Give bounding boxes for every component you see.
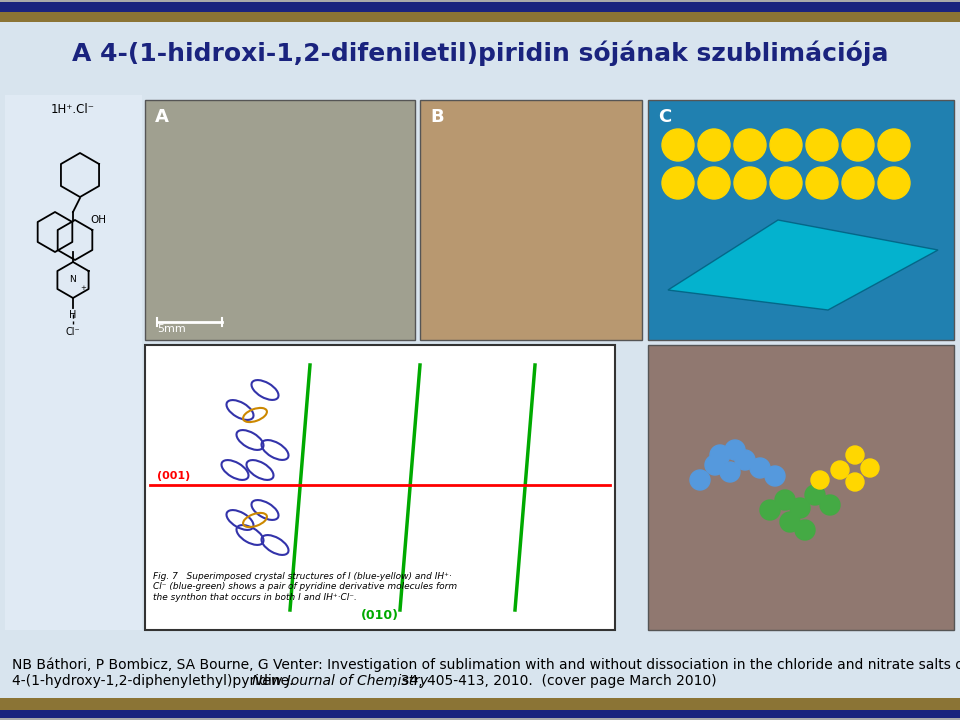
Text: OH: OH <box>90 215 106 225</box>
Circle shape <box>811 471 829 489</box>
Text: (010): (010) <box>361 609 399 622</box>
Circle shape <box>846 446 864 464</box>
Text: New Journal of Chemistry: New Journal of Chemistry <box>252 674 428 688</box>
Bar <box>648 345 954 630</box>
Bar <box>0 0 960 12</box>
Text: N: N <box>70 276 77 284</box>
Text: A: A <box>155 108 169 126</box>
Circle shape <box>770 129 802 161</box>
Bar <box>420 100 642 340</box>
Circle shape <box>842 129 874 161</box>
Text: A 4-(1-hidroxi-1,2-difeniletil)piridin sójának szublimációja: A 4-(1-hidroxi-1,2-difeniletil)piridin s… <box>72 40 888 66</box>
Circle shape <box>878 167 910 199</box>
Circle shape <box>710 445 730 465</box>
Bar <box>0 710 960 720</box>
Circle shape <box>760 500 780 520</box>
Bar <box>0 12 960 22</box>
Circle shape <box>720 462 740 482</box>
Text: Fig. 7   Superimposed crystal structures of I (blue-yellow) and IH⁺·
Cl⁻ (blue-g: Fig. 7 Superimposed crystal structures o… <box>153 572 457 602</box>
Circle shape <box>662 167 694 199</box>
Text: , 34, 405-413, 2010.  (cover page March 2010): , 34, 405-413, 2010. (cover page March 2… <box>393 674 717 688</box>
Circle shape <box>734 129 766 161</box>
Text: C: C <box>658 108 671 126</box>
Bar <box>145 100 415 340</box>
Circle shape <box>842 167 874 199</box>
Circle shape <box>795 520 815 540</box>
Bar <box>0 698 960 710</box>
Text: 5mm: 5mm <box>157 324 185 334</box>
Bar <box>145 345 615 630</box>
Circle shape <box>831 461 849 479</box>
Text: B: B <box>430 108 444 126</box>
Text: (001): (001) <box>157 471 190 481</box>
Circle shape <box>806 167 838 199</box>
Bar <box>5 95 142 630</box>
Circle shape <box>734 167 766 199</box>
Circle shape <box>775 490 795 510</box>
Circle shape <box>662 129 694 161</box>
Circle shape <box>780 512 800 532</box>
Bar <box>648 100 954 340</box>
Circle shape <box>861 459 879 477</box>
Circle shape <box>820 495 840 515</box>
Text: 4-(1-hydroxy-1,2-diphenylethyl)pyridine.: 4-(1-hydroxy-1,2-diphenylethyl)pyridine. <box>12 674 298 688</box>
Circle shape <box>725 440 745 460</box>
Circle shape <box>770 167 802 199</box>
Circle shape <box>735 450 755 470</box>
Circle shape <box>765 466 785 486</box>
Polygon shape <box>668 220 938 310</box>
Text: Cl⁻: Cl⁻ <box>65 327 81 337</box>
Bar <box>0 718 960 720</box>
Circle shape <box>805 485 825 505</box>
Circle shape <box>790 498 810 518</box>
Circle shape <box>698 129 730 161</box>
Text: 1H⁺.Cl⁻: 1H⁺.Cl⁻ <box>51 103 95 116</box>
Circle shape <box>705 455 725 475</box>
Circle shape <box>690 470 710 490</box>
Circle shape <box>750 458 770 478</box>
Circle shape <box>806 129 838 161</box>
Circle shape <box>846 473 864 491</box>
Circle shape <box>878 129 910 161</box>
Circle shape <box>698 167 730 199</box>
Bar <box>0 0 960 2</box>
Text: NB Báthori, P Bombicz, SA Bourne, G Venter: Investigation of sublimation with an: NB Báthori, P Bombicz, SA Bourne, G Vent… <box>12 658 960 672</box>
Text: +: + <box>80 285 86 291</box>
Text: H: H <box>69 310 77 320</box>
